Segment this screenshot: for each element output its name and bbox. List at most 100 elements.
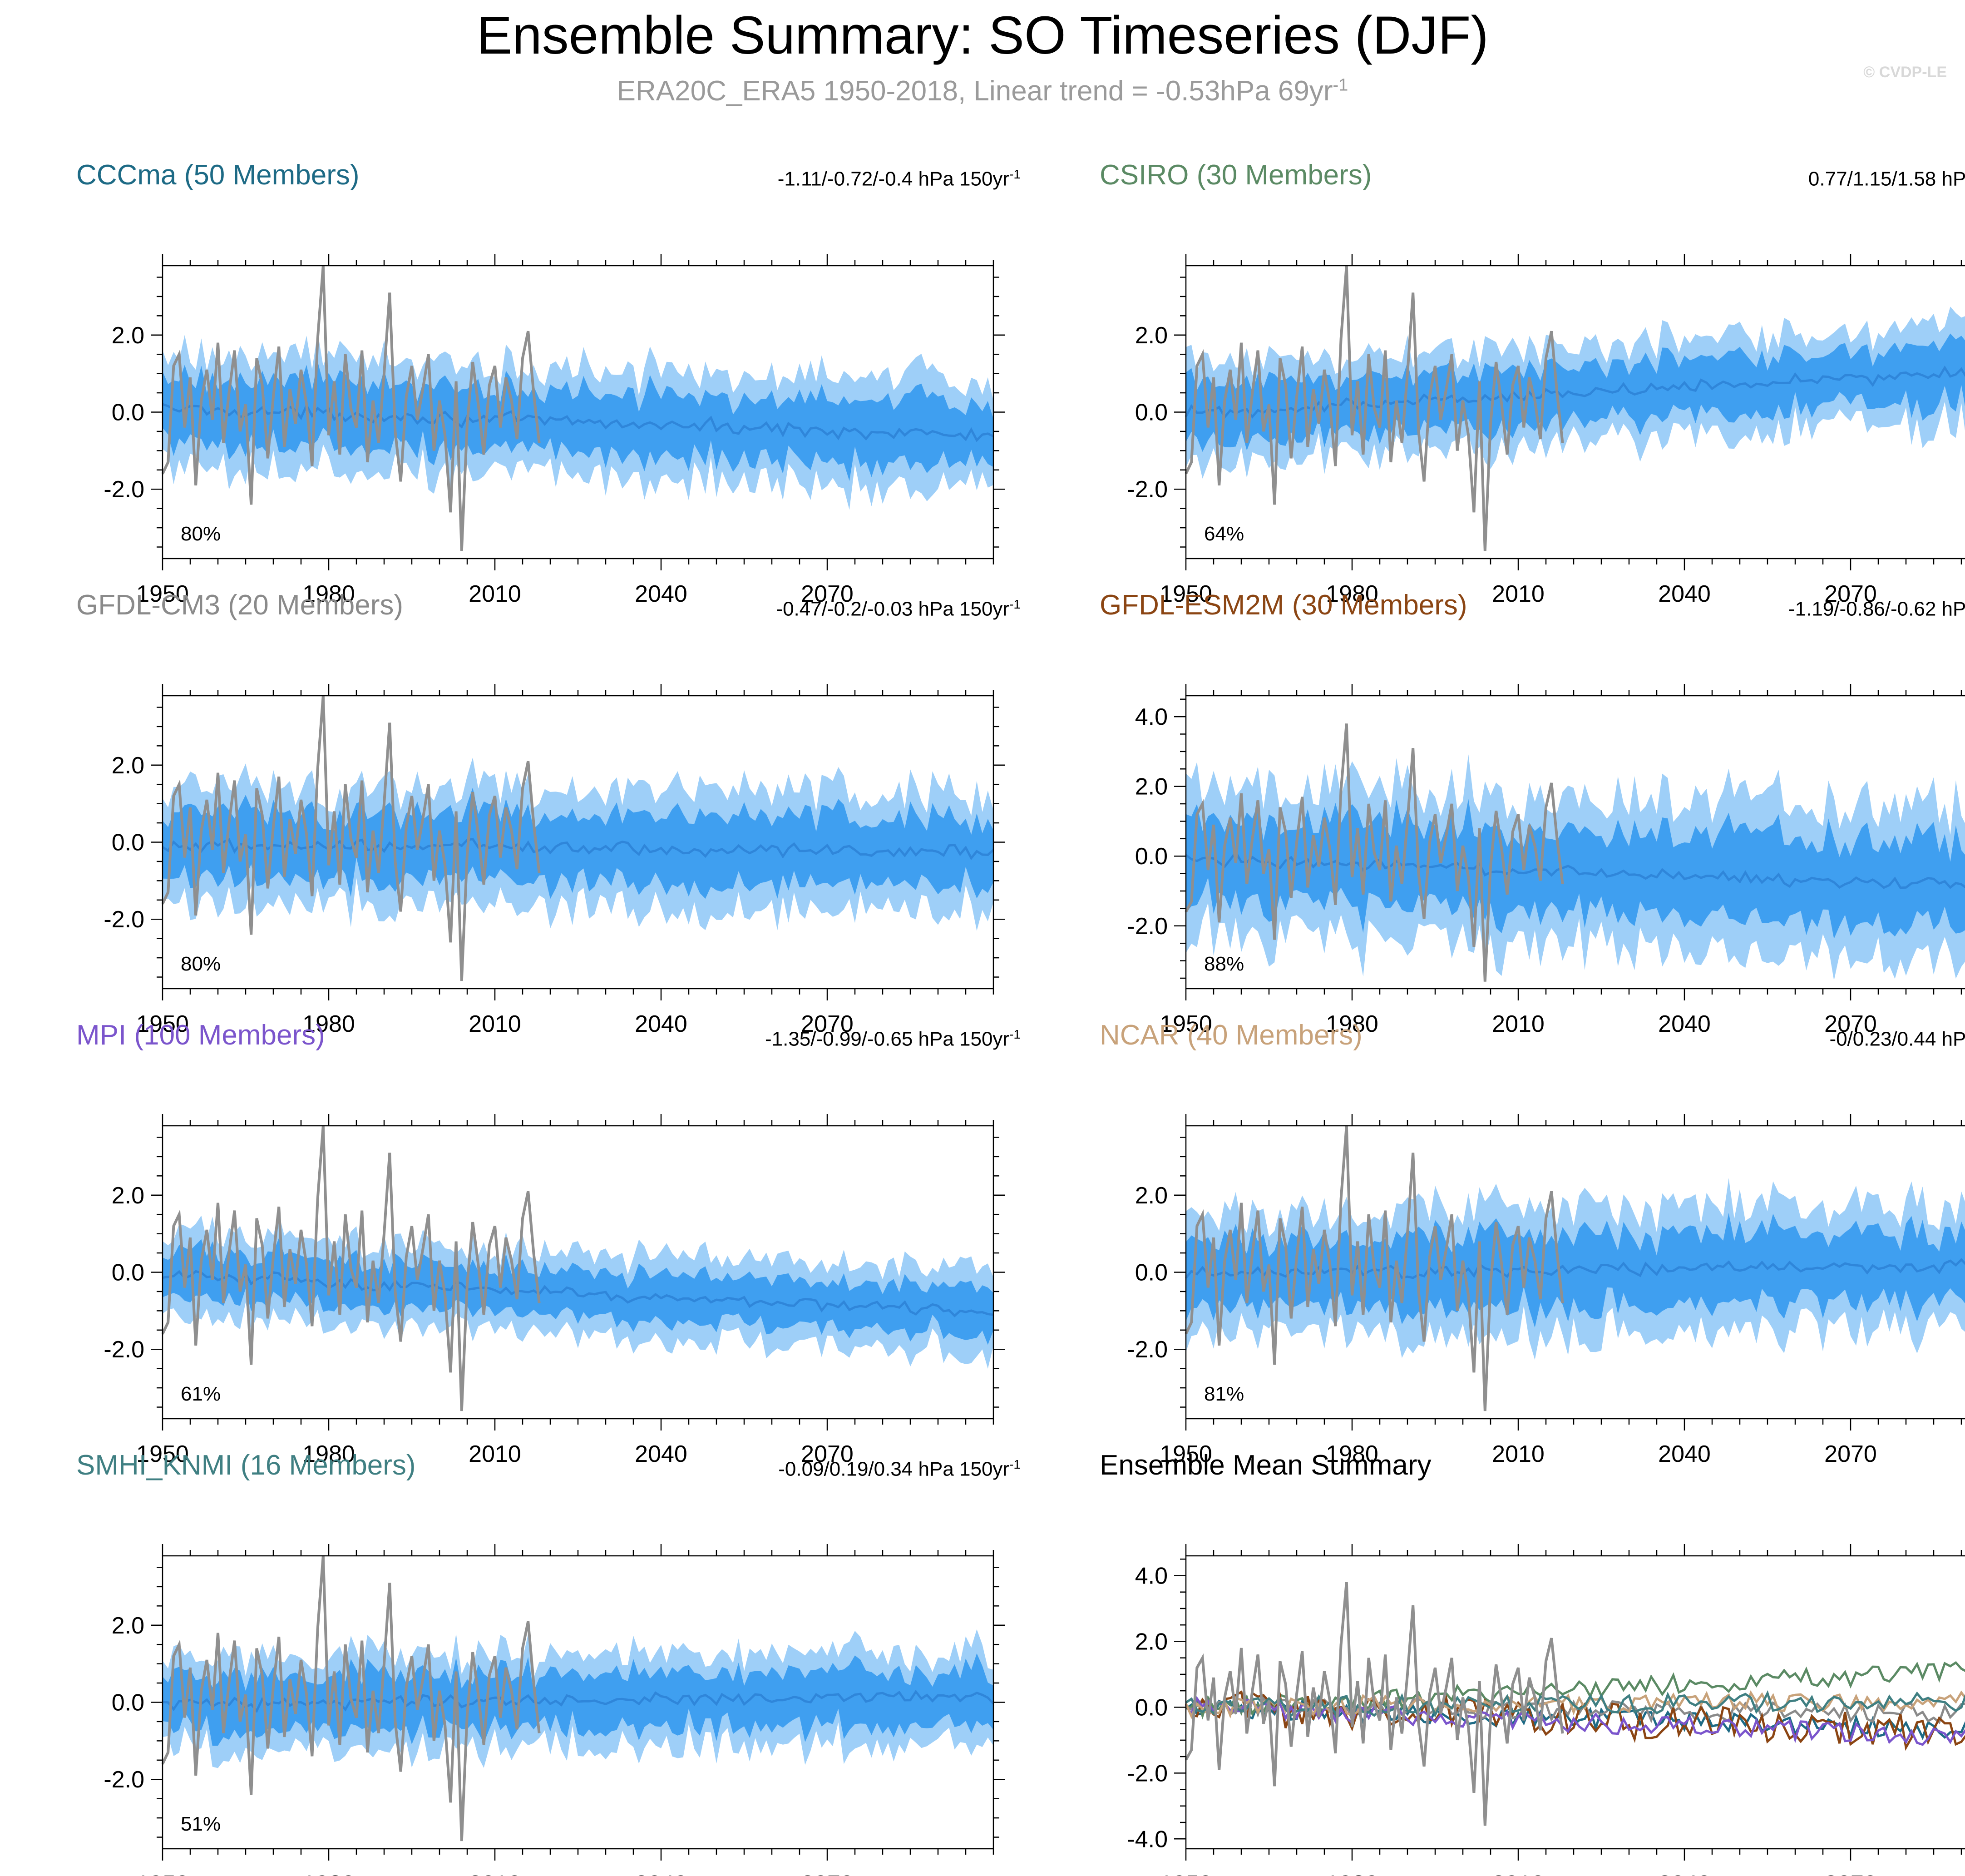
x-tick-label: 2070 [1824, 1011, 1877, 1037]
observed-line [161, 1555, 541, 1841]
x-tick-label: 2010 [469, 1011, 521, 1037]
series-line-gfdl-esm2m [1185, 1690, 1965, 1751]
y-tick-label: 0.0 [112, 1260, 144, 1286]
y-tick-label: -2.0 [1127, 913, 1168, 940]
agreement-percent: 61% [181, 1383, 221, 1405]
x-tick-label: 2040 [635, 1011, 687, 1037]
panel-chart: 1950 1980 2010 2040 2070 2.0 0.0 -2.0 64% [1127, 254, 1965, 607]
y-tick-label: 0.0 [112, 1690, 144, 1716]
y-tick-label: 2.0 [1135, 1183, 1168, 1209]
x-tick-label: 2040 [635, 1441, 687, 1467]
x-tick-label: 2040 [1658, 1011, 1711, 1037]
observed-line [1185, 1582, 1564, 1826]
inner-spread-band [1186, 1213, 1965, 1328]
y-tick-label: -2.0 [104, 1767, 144, 1793]
panel-chart: 1950 1980 2010 2040 2070 2.0 0.0 -2.0 81% [1127, 1114, 1965, 1467]
x-tick-label: 2010 [1492, 581, 1545, 607]
panel-6: NCAR (40 Members) -0/0.23/0.44 hPa 150yr -… [1100, 1019, 1965, 1467]
y-tick-label: 0.0 [1135, 843, 1168, 870]
x-tick-label: 2070 [801, 1871, 854, 1876]
x-tick-label: 2040 [635, 1871, 687, 1876]
panel-trend-text: 0.77/1.15/1.58 hPa 150yr [1808, 168, 1965, 190]
x-tick-label: 2040 [1658, 1441, 1711, 1467]
y-tick-label: 0.0 [1135, 1694, 1168, 1721]
panel-trend: -0.09/0.19/0.34 hPa 150yr-1 [778, 1457, 1021, 1481]
x-tick-label: 2070 [801, 1011, 854, 1037]
x-tick-label: 1980 [1326, 1011, 1378, 1037]
panel-2: CSIRO (30 Members) 0.77/1.15/1.58 hPa 150… [1100, 159, 1965, 607]
observed-line [161, 265, 541, 551]
ensemble-mean-line [162, 402, 994, 442]
panel-title: CSIRO (30 Members) [1100, 159, 1372, 191]
agreement-percent: 80% [181, 953, 221, 975]
panel-trend-text: -1.35/-0.99/-0.65 hPa 150yr [765, 1028, 1010, 1050]
x-tick-label: 2010 [469, 581, 521, 607]
panel-chart: 1950 1980 2010 2040 2070 2.0 0.0 -2.0 61% [104, 1114, 1005, 1467]
x-tick-label: 2070 [1824, 581, 1877, 607]
panel-chart: 1950 1980 2010 2040 2070 4.0 2.0 0.0 -2.0 -4.0 [1127, 1544, 1965, 1876]
panel-title: CCCma (50 Members) [76, 159, 360, 191]
panel-trend-text: -0.47/-0.2/-0.03 hPa 150yr [776, 598, 1010, 620]
panel-chart: 1950 1980 2010 2040 2070 2.0 0.0 -2.0 80% [104, 254, 1005, 607]
x-tick-label: 2070 [1824, 1441, 1877, 1467]
x-tick-label: 1980 [302, 1871, 355, 1876]
panel-title: MPI (100 Members) [76, 1020, 325, 1051]
ensemble-mean-line [1185, 365, 1965, 419]
panel-title: GFDL-CM3 (20 Members) [76, 589, 403, 621]
observed-line [1185, 265, 1564, 551]
ensemble-mean-line [1185, 1258, 1965, 1279]
observed-line [161, 695, 541, 981]
x-tick-label: 1980 [302, 1011, 355, 1037]
observed-line [1185, 1125, 1564, 1411]
panel-trend: -1.19/-0.86/-0.62 hPa 150yr-1 [1788, 597, 1965, 621]
y-tick-label: -2.0 [104, 1336, 144, 1363]
ensemble-mean-line [162, 1689, 994, 1713]
x-tick-label: 1980 [302, 1441, 355, 1467]
y-tick-label: 2.0 [112, 1183, 144, 1209]
agreement-percent: 88% [1204, 953, 1244, 975]
x-tick-label: 1950 [136, 1871, 189, 1876]
panel-5: MPI (100 Members) -1.35/-0.99/-0.65 hPa 1… [76, 1019, 1021, 1467]
ensemble-mean-line [1185, 850, 1965, 889]
x-tick-label: 1950 [1160, 581, 1212, 607]
y-tick-label: -2.0 [104, 476, 144, 503]
panel-title: SMHI_KNMI (16 Members) [76, 1450, 416, 1481]
y-tick-label: 2.0 [1135, 322, 1168, 349]
agreement-percent: 51% [181, 1813, 221, 1835]
y-tick-label: 4.0 [1135, 1563, 1168, 1589]
panel-trend: -1.11/-0.72/-0.4 hPa 150yr-1 [778, 167, 1021, 191]
x-tick-label: 2010 [469, 1871, 521, 1876]
ensemble-mean-line [162, 1270, 994, 1317]
y-tick-label: 0.0 [112, 400, 144, 426]
y-tick-label: 0.0 [1135, 1260, 1168, 1286]
subtitle: ERA20C_ERA5 1950-2018, Linear trend = -0… [0, 75, 1965, 107]
x-tick-label: 2040 [1658, 581, 1711, 607]
y-tick-label: -4.0 [1127, 1826, 1168, 1852]
panel-trend: 0.77/1.15/1.58 hPa 150yr-1 [1808, 167, 1965, 191]
subtitle-sup: -1 [1333, 75, 1348, 95]
y-tick-label: 2.0 [1135, 774, 1168, 800]
x-tick-label: 1950 [1160, 1871, 1212, 1876]
x-tick-label: 1950 [136, 581, 189, 607]
observed-line [1185, 723, 1564, 982]
panel-trend-text: -0.09/0.19/0.34 hPa 150yr [778, 1458, 1010, 1480]
panel-trend-sup: -1 [1009, 167, 1021, 181]
x-tick-label: 2070 [801, 581, 854, 607]
panel-1: CCCma (50 Members) -1.11/-0.72/-0.4 hPa 1… [76, 159, 1021, 607]
x-tick-label: 1950 [136, 1011, 189, 1037]
y-tick-label: 4.0 [1135, 704, 1168, 730]
panel-trend: -0.47/-0.2/-0.03 hPa 150yr-1 [776, 597, 1021, 621]
y-tick-label: 0.0 [1135, 400, 1168, 426]
panel-title: NCAR (40 Members) [1100, 1020, 1363, 1051]
y-tick-label: -2.0 [1127, 476, 1168, 503]
ensemble-mean-line [162, 837, 994, 861]
y-tick-label: -2.0 [1127, 1336, 1168, 1363]
series-line-smhi_knmi [1185, 1690, 1965, 1719]
x-tick-label: 2010 [1492, 1871, 1545, 1876]
series-line-cccma [1185, 1698, 1965, 1741]
x-tick-label: 2010 [1492, 1441, 1545, 1467]
x-tick-label: 2040 [1658, 1871, 1711, 1876]
x-tick-label: 1980 [1326, 1871, 1378, 1876]
panel-trend-text: -0/0.23/0.44 hPa 150yr [1829, 1028, 1965, 1050]
y-tick-label: 2.0 [112, 1613, 144, 1639]
